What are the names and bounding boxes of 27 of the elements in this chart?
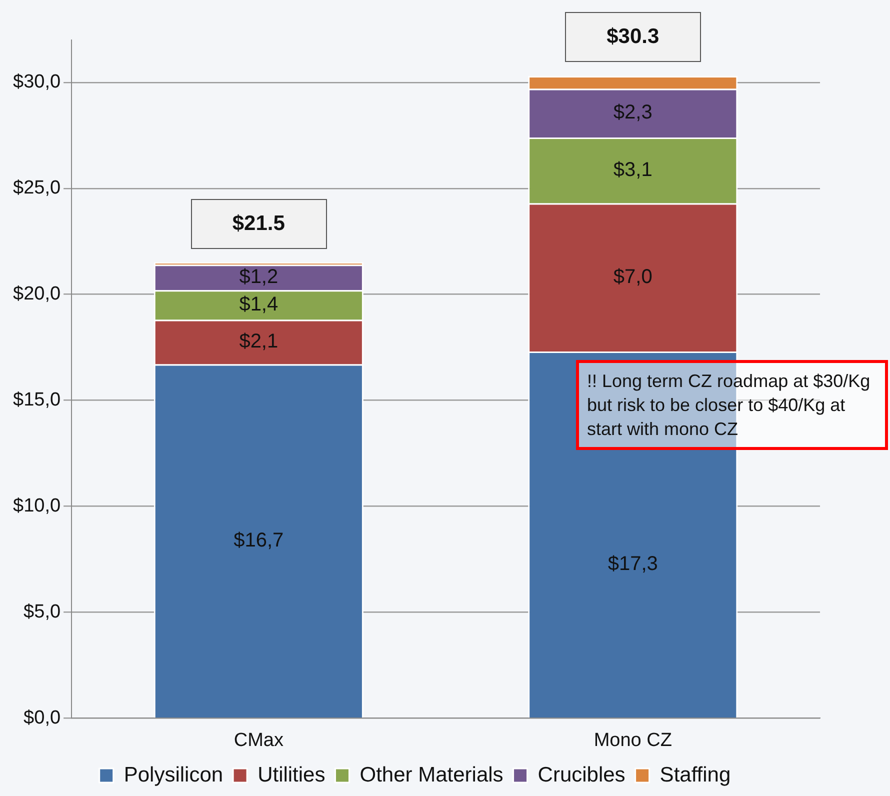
y-tick-label: $20,0: [13, 284, 61, 305]
annotation: !! Long term CZ roadmap at $30/Kg but risk to be closer to $40/Kg at start with mono CZ: [576, 360, 888, 450]
data-label: $7,0: [613, 266, 652, 288]
y-tick-label: $5,0: [24, 601, 61, 622]
x-tick-label: Mono CZ: [594, 730, 672, 751]
data-label: $2,1: [239, 330, 278, 353]
total-label: $21.5: [232, 212, 285, 235]
y-tick-label: $30,0: [13, 72, 61, 93]
data-label: $3,1: [613, 158, 652, 181]
x-tick-label: CMax: [234, 730, 284, 751]
data-label: $1,2: [239, 266, 278, 288]
data-label: $16,7: [234, 529, 284, 552]
data-label: $17,3: [608, 553, 658, 576]
legend-label: Crucibles: [538, 763, 626, 786]
data-label: $1,4: [239, 293, 278, 316]
legend-label: Utilities: [258, 763, 326, 786]
y-tick-label: $25,0: [13, 178, 61, 199]
label-frame: $30.3: [564, 12, 701, 62]
y-tick-label: $15,0: [13, 390, 61, 411]
legend-label: Polysilicon: [124, 763, 224, 786]
y-tick-label: $0,0: [24, 707, 61, 728]
legend-label: Staffing: [660, 763, 731, 786]
legend-label: Other Materials: [360, 763, 504, 786]
y-tick-label: $10,0: [13, 495, 61, 516]
data-label: $2,3: [613, 102, 652, 124]
label-frame: $21.5: [190, 198, 327, 249]
total-label: $30.3: [606, 25, 660, 48]
